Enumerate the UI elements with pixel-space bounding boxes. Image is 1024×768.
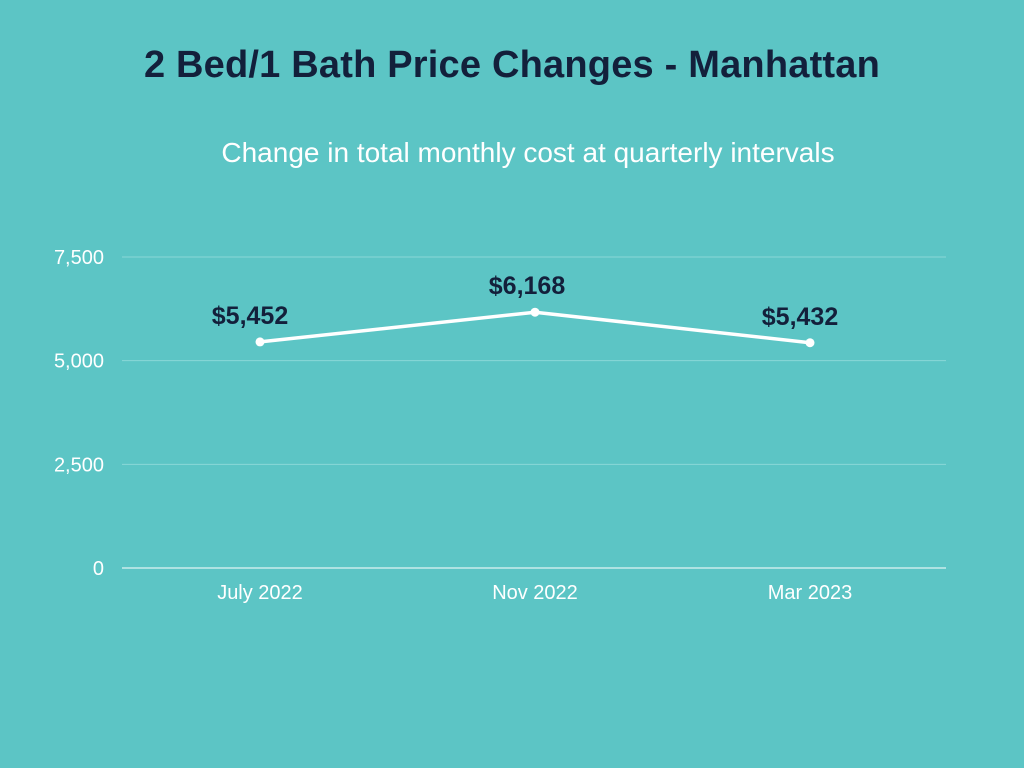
data-point [255, 337, 265, 347]
data-point [805, 338, 815, 348]
x-tick-label: Nov 2022 [492, 582, 578, 604]
y-axis-ticks: 0 2,500 5,000 7,500 [54, 247, 104, 580]
chart-title: 2 Bed/1 Bath Price Changes - Manhattan [143, 44, 881, 86]
y-tick-label: 7,500 [54, 247, 104, 269]
data-label: $5,452 [212, 302, 288, 330]
data-labels: $5,452 $6,168 $5,432 [212, 272, 838, 331]
y-tick-label: 2,500 [54, 454, 104, 476]
y-tick-label: 0 [93, 558, 104, 580]
y-tick-label: 5,000 [54, 351, 104, 373]
series [255, 307, 815, 348]
x-tick-label: Mar 2023 [768, 582, 853, 604]
data-label: $6,168 [489, 272, 566, 300]
series-line [258, 310, 812, 345]
data-label: $5,432 [762, 303, 838, 331]
gridlines [122, 256, 946, 569]
data-point [530, 307, 540, 317]
chart-subtitle: Change in total monthly cost at quarterl… [221, 137, 835, 168]
x-axis-ticks: July 2022 Nov 2022 Mar 2023 [217, 582, 852, 604]
x-tick-label: July 2022 [217, 582, 303, 604]
